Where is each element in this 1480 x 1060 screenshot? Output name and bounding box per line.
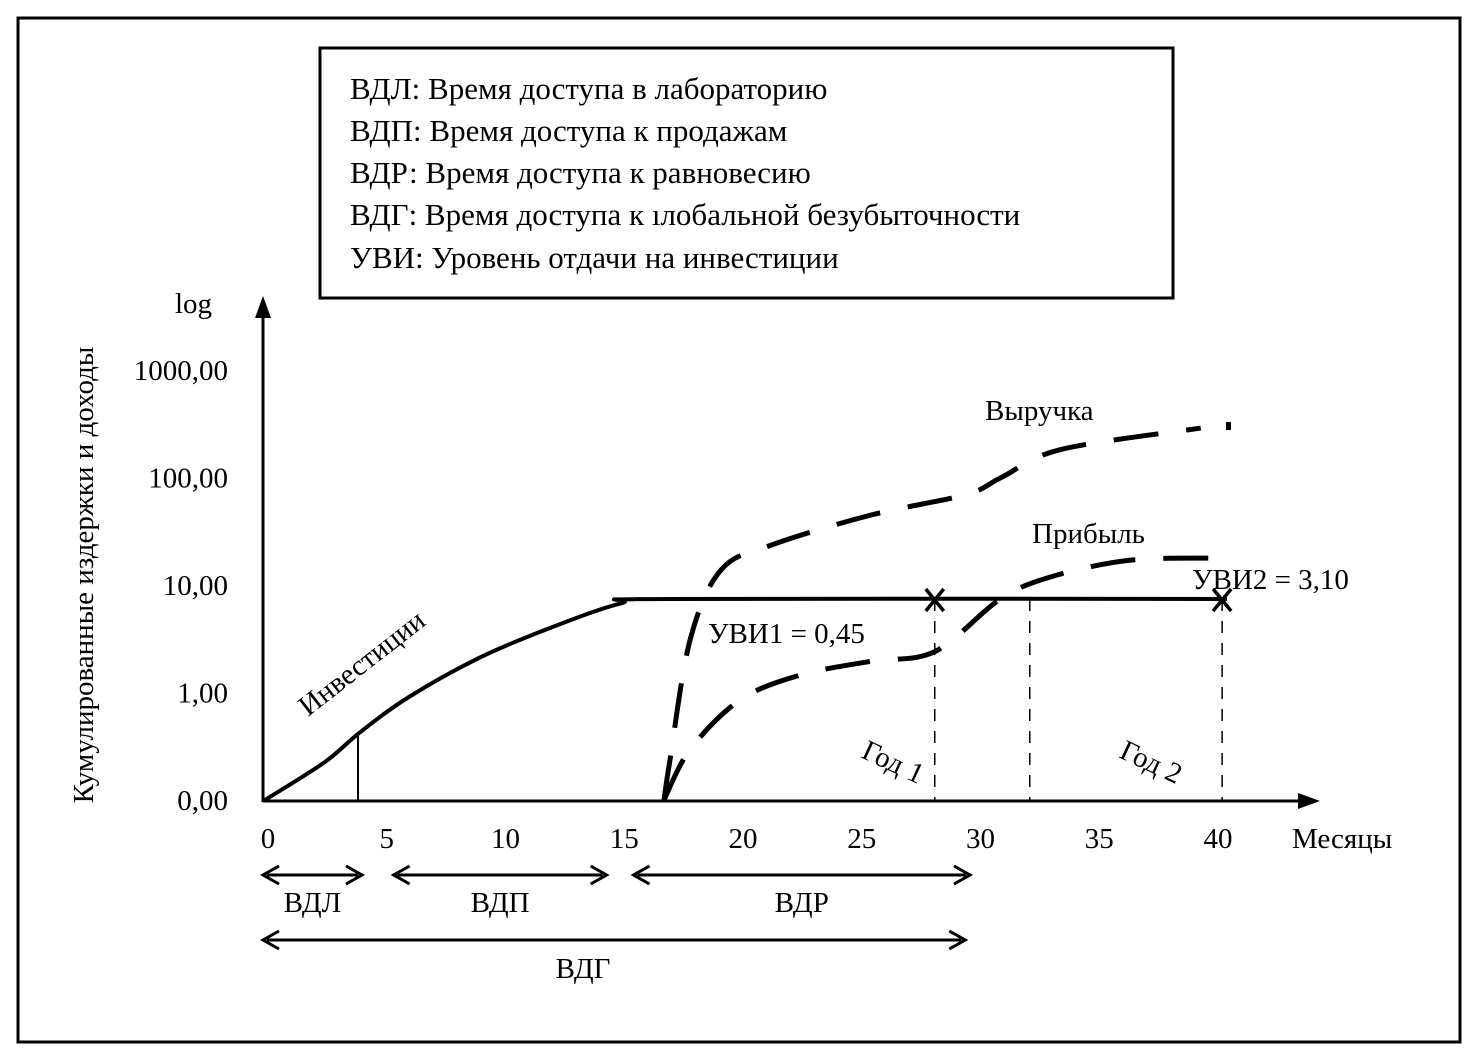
interval-arrowhead-left: [259, 864, 280, 886]
x-tick-label: 25: [847, 823, 876, 855]
series-label-revenue: Выручка: [985, 395, 1094, 427]
interval-label: ВДР: [775, 887, 829, 919]
legend-entry: ВДГ: Время доступа к ıлобальной безубыто…: [350, 197, 1020, 232]
legend-entry: ВДЛ: Время доступа в лабораторию: [350, 71, 827, 106]
year1-label: Год 1: [857, 734, 929, 790]
x-tick-label: 15: [610, 823, 639, 855]
x-tick-label: 5: [380, 823, 395, 855]
y-axis-arrow: [255, 296, 271, 318]
y-scale-label: log: [175, 288, 212, 320]
series-line-profit: [661, 555, 1220, 802]
series-line-investments: [263, 596, 1227, 802]
interval-label: ВДГ: [556, 953, 611, 985]
roi1-annotation: УВИ1 = 0,45: [708, 618, 865, 650]
legend-entry: ВДР: Время доступа к равновесию: [350, 155, 811, 190]
revenue-end-dot: [1226, 422, 1231, 430]
interval-arrowhead-right: [589, 864, 610, 886]
x-tick-label: 10: [491, 823, 520, 855]
roi2-annotation: УВИ2 = 3,10: [1192, 564, 1349, 596]
series-line-revenue: [661, 425, 1202, 801]
interval-arrowhead-left: [630, 864, 651, 886]
x-axis-label: Месяцы: [1292, 823, 1392, 855]
legend-entry: УВИ: Уровень отдачи на инвестиции: [350, 240, 839, 275]
x-tick-label: 35: [1085, 823, 1114, 855]
interval-arrowhead-left: [259, 929, 280, 951]
outer-frame: [16, 16, 1462, 1044]
y-tick-label: 1,00: [177, 678, 228, 710]
y-tick-label: 0,00: [177, 785, 228, 817]
legend-entry: ВДП: Время доступа к продажам: [350, 113, 787, 148]
year2-label: Год 2: [1115, 734, 1187, 790]
series-label-investments: Инвестиции: [293, 604, 432, 722]
y-tick-label: 10,00: [163, 570, 228, 602]
interval-label: ВДЛ: [284, 887, 342, 919]
x-tick-label: 20: [729, 823, 758, 855]
x-tick-label: 0: [261, 823, 276, 855]
interval-label: ВДП: [471, 887, 530, 919]
x-axis-arrow: [1298, 793, 1320, 809]
y-tick-label: 1000,00: [134, 355, 228, 387]
interval-arrowhead-right: [953, 864, 974, 886]
x-tick-label: 30: [966, 823, 995, 855]
legend-box: [318, 46, 1175, 300]
interval-arrowhead-right: [345, 864, 366, 886]
interval-arrowhead-left: [390, 864, 411, 886]
y-tick-label: 100,00: [148, 463, 228, 495]
series-label-profit: Прибыль: [1032, 518, 1145, 550]
interval-arrowhead-right: [948, 929, 969, 951]
x-tick-label: 40: [1204, 823, 1233, 855]
y-axis-label: Кумулированные издержки и доходы: [68, 347, 100, 804]
